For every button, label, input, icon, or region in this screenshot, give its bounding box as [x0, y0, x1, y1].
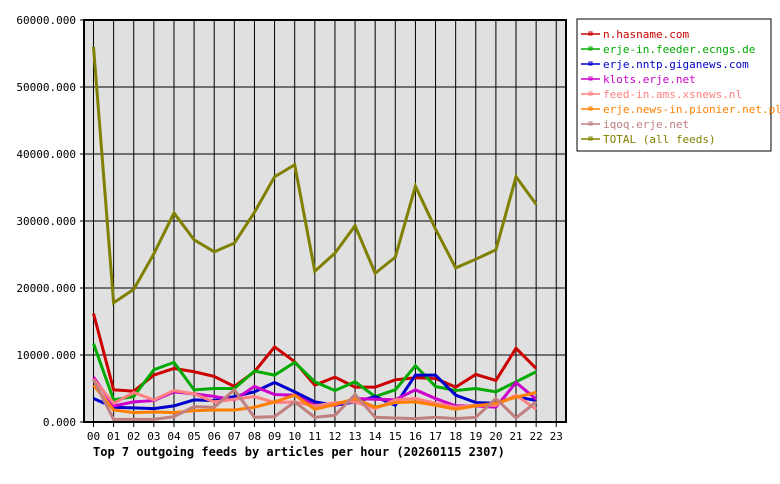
x-tick-label: 11: [308, 430, 321, 443]
x-tick-label: 09: [268, 430, 281, 443]
x-tick-label: 03: [147, 430, 160, 443]
x-tick-label: 12: [328, 430, 341, 443]
legend-item: erje.news-in.pionier.net.pl: [581, 103, 780, 116]
legend-item: feed-in.ams.xsnews.nl: [581, 88, 742, 101]
legend-label: erje.news-in.pionier.net.pl: [603, 103, 780, 116]
legend-label: erje-in.feeder.ecngs.de: [603, 43, 755, 56]
x-tick-label: 13: [348, 430, 361, 443]
legend-label: TOTAL (all feeds): [603, 133, 716, 146]
y-tick-label: 20000.000: [16, 282, 76, 295]
legend: n.hasname.com erje-in.feeder.ecngs.de erje…: [577, 19, 780, 151]
x-tick-label: 20: [489, 430, 502, 443]
legend-label: n.hasname.com: [603, 28, 689, 41]
x-tick-label: 05: [187, 430, 200, 443]
x-tick-label: 08: [248, 430, 261, 443]
x-tick-label: 19: [469, 430, 482, 443]
x-tick-label: 21: [509, 430, 522, 443]
x-tick-label: 17: [429, 430, 442, 443]
legend-item: erje-in.feeder.ecngs.de: [581, 43, 755, 56]
x-tick-label: 22: [530, 430, 543, 443]
x-tick-label: 23: [550, 430, 563, 443]
x-tick-label: 00: [87, 430, 100, 443]
x-tick-label: 07: [228, 430, 241, 443]
x-tick-label: 18: [449, 430, 462, 443]
x-tick-label: 16: [409, 430, 422, 443]
legend-label: iqoq.erje.net: [603, 118, 689, 131]
chart-title: Top 7 outgoing feeds by articles per hou…: [93, 445, 505, 459]
x-axis: 00 01 02 03 04 05 06 07 08 09 10 11 12 13 14 15 16 17 18 19…: [87, 422, 563, 443]
x-tick-label: 01: [107, 430, 120, 443]
x-tick-label: 04: [167, 430, 181, 443]
x-tick-label: 15: [389, 430, 402, 443]
legend-label: erje.nntp.giganews.com: [603, 58, 749, 71]
x-tick-label: 06: [208, 430, 221, 443]
y-tick-label: 60000.000: [16, 14, 76, 27]
y-tick-label: 0.000: [43, 416, 76, 429]
x-tick-label: 10: [288, 430, 301, 443]
x-tick-label: 02: [127, 430, 140, 443]
y-tick-label: 10000.000: [16, 349, 76, 362]
x-tick-label: 14: [369, 430, 383, 443]
y-tick-label: 40000.000: [16, 148, 76, 161]
y-tick-label: 50000.000: [16, 81, 76, 94]
legend-label: klots.erje.net: [603, 73, 696, 86]
y-tick-label: 30000.000: [16, 215, 76, 228]
y-axis: 0.000 10000.000 20000.000 30000.000 40000.00…: [16, 14, 84, 429]
legend-item: erje.nntp.giganews.com: [581, 58, 749, 71]
legend-label: feed-in.ams.xsnews.nl: [603, 88, 742, 101]
